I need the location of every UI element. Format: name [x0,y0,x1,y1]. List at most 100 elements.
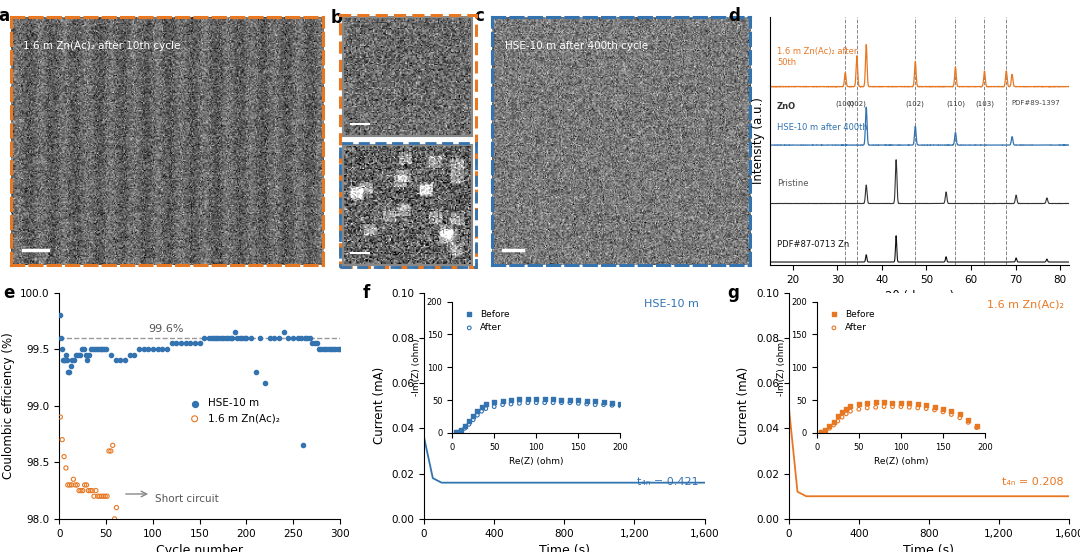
Point [81,351,98,359]
Point [325,344,342,353]
Point [67,481,84,490]
Point [187,339,204,348]
Text: ZnO: ZnO [777,102,796,111]
Point [68,351,85,359]
Point [280,333,297,342]
Point [308,339,325,348]
Point [98,492,116,501]
Legend: HSE-10 m, 1.6 m Zn(Ac)₂: HSE-10 m, 1.6 m Zn(Ac)₂ [180,394,284,428]
Point [235,333,253,342]
Point [96,492,113,501]
Point [117,356,134,365]
Point [303,339,321,348]
Point [104,441,121,450]
Text: 1.6 m Zn(Ac)₂ after
50th: 1.6 m Zn(Ac)₂ after 50th [777,47,858,67]
Text: b: b [330,9,342,28]
Point [63,481,80,490]
X-axis label: Time (s): Time (s) [904,544,955,552]
Point [57,351,75,359]
Point [62,481,79,490]
Point [66,356,83,365]
Point [83,486,100,495]
Text: f: f [362,284,369,301]
Point [332,344,349,353]
Point [80,486,97,495]
Point [65,475,82,484]
Point [92,344,109,353]
Point [54,435,71,444]
Point [173,339,190,348]
Text: PDF#87-0713 Zn: PDF#87-0713 Zn [777,240,849,249]
Point [153,344,171,353]
Point [54,356,71,365]
Point [312,344,329,353]
Point [62,362,79,370]
Point [320,344,337,353]
Text: c: c [474,7,484,25]
Point [55,452,72,461]
Text: PDF#89-1397: PDF#89-1397 [1012,100,1061,107]
Point [53,333,70,342]
Point [107,356,124,365]
Point [203,333,220,342]
Point [52,413,69,422]
Y-axis label: Current (mA): Current (mA) [373,367,386,444]
Text: Pristine: Pristine [777,179,809,188]
Point [57,464,75,473]
Text: t₄ₙ = 0.208: t₄ₙ = 0.208 [1002,477,1064,487]
Point [292,333,309,342]
Point [159,344,176,353]
Text: (002): (002) [848,100,866,107]
Point [298,333,315,342]
Point [139,344,157,353]
Text: 1.6 m Zn(Ac)₂ after 10th cycle: 1.6 m Zn(Ac)₂ after 10th cycle [24,41,180,51]
Text: (110): (110) [946,100,964,107]
Text: (102): (102) [906,100,924,107]
Point [205,333,222,342]
Point [75,486,92,495]
Point [207,333,225,342]
Point [247,368,265,376]
Point [266,333,283,342]
Point [97,344,114,353]
Point [213,333,230,342]
Point [217,333,234,342]
Text: 99.6%: 99.6% [148,325,184,335]
Point [93,492,110,501]
Point [221,333,239,342]
Point [270,333,287,342]
Point [103,447,120,455]
Point [58,356,76,365]
X-axis label: Cycle number: Cycle number [157,544,243,552]
Point [177,339,194,348]
Point [82,486,99,495]
Point [181,339,199,348]
Point [329,344,347,353]
Point [73,344,91,353]
Point [82,344,99,353]
Y-axis label: Current (mA): Current (mA) [738,367,751,444]
Point [79,356,96,365]
Point [103,351,120,359]
Point [89,492,106,501]
Point [135,344,152,353]
Point [145,344,162,353]
Point [77,351,94,359]
Point [60,368,78,376]
Point [215,333,232,342]
Text: (100): (100) [836,100,854,107]
Point [52,311,69,320]
Point [111,356,129,365]
Text: Short circuit: Short circuit [154,493,218,503]
Point [318,344,335,353]
Text: d: d [729,7,741,25]
Point [149,344,166,353]
Point [322,344,339,353]
Point [326,344,343,353]
Y-axis label: Coulombic efficiency (%): Coulombic efficiency (%) [2,332,15,479]
Point [275,328,293,337]
Point [261,333,279,342]
X-axis label: 2θ (degree): 2θ (degree) [886,290,955,303]
Point [72,486,90,495]
Point [201,333,218,342]
